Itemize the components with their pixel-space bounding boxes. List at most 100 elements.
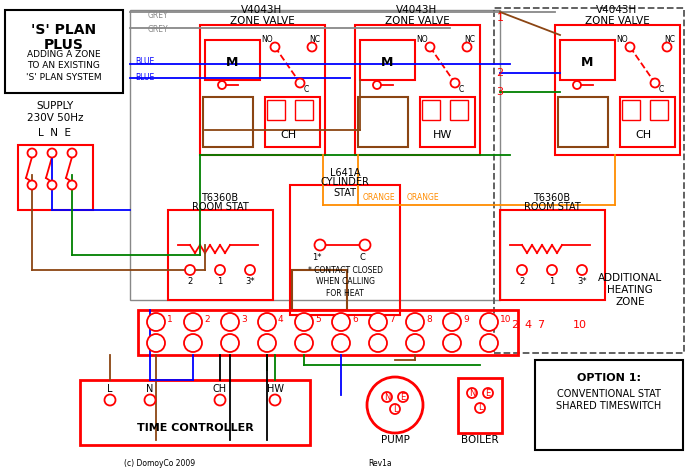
Circle shape — [462, 43, 471, 51]
Circle shape — [245, 265, 255, 275]
Bar — [168, 210, 273, 300]
Bar — [265, 97, 320, 147]
Text: C: C — [658, 86, 664, 95]
Text: * CONTACT CLOSED
WHEN CALLING
FOR HEAT: * CONTACT CLOSED WHEN CALLING FOR HEAT — [308, 266, 382, 298]
Circle shape — [451, 79, 460, 88]
Circle shape — [221, 313, 239, 331]
Circle shape — [258, 334, 276, 352]
Text: 10: 10 — [500, 315, 511, 324]
Circle shape — [406, 313, 424, 331]
Text: CYLINDER: CYLINDER — [321, 177, 369, 187]
Text: 1: 1 — [549, 278, 555, 286]
Circle shape — [443, 334, 461, 352]
Circle shape — [270, 395, 281, 405]
Text: 2: 2 — [511, 320, 519, 330]
Circle shape — [215, 395, 226, 405]
Circle shape — [573, 81, 581, 89]
Text: 'S' PLAN: 'S' PLAN — [32, 23, 97, 37]
Circle shape — [382, 392, 392, 402]
Circle shape — [270, 43, 279, 51]
Text: ZONE VALVE: ZONE VALVE — [230, 16, 295, 26]
Text: L: L — [107, 384, 112, 394]
Text: 9: 9 — [463, 315, 469, 324]
Text: 5: 5 — [315, 315, 321, 324]
Text: 3*: 3* — [578, 278, 586, 286]
Text: 7: 7 — [389, 315, 395, 324]
Circle shape — [443, 313, 461, 331]
Circle shape — [373, 81, 381, 89]
Text: N: N — [469, 388, 475, 397]
Circle shape — [547, 265, 557, 275]
Bar — [295, 100, 313, 120]
Text: BLUE: BLUE — [135, 58, 155, 66]
Text: ADDITIONAL
HEATING
ZONE: ADDITIONAL HEATING ZONE — [598, 272, 662, 307]
Text: T6360B: T6360B — [201, 193, 239, 203]
Text: 8: 8 — [426, 315, 432, 324]
Text: BOILER: BOILER — [461, 435, 499, 445]
Text: CH: CH — [213, 384, 227, 394]
Text: 3*: 3* — [245, 278, 255, 286]
Text: NO: NO — [416, 36, 428, 44]
Text: 2: 2 — [496, 68, 504, 78]
Bar — [138, 310, 518, 355]
Bar — [620, 97, 675, 147]
Text: 4: 4 — [278, 315, 284, 324]
Bar — [200, 25, 325, 155]
Text: M: M — [581, 56, 593, 68]
Bar — [500, 210, 605, 300]
Text: ORANGE: ORANGE — [363, 193, 395, 203]
Text: BLUE: BLUE — [135, 73, 155, 82]
Text: NO: NO — [262, 36, 273, 44]
Circle shape — [480, 313, 498, 331]
Text: 2: 2 — [204, 315, 210, 324]
Text: NC: NC — [310, 36, 320, 44]
Circle shape — [48, 148, 57, 158]
Text: C: C — [304, 86, 308, 95]
Circle shape — [577, 265, 587, 275]
Circle shape — [426, 43, 435, 51]
Circle shape — [390, 404, 400, 414]
Bar — [267, 100, 285, 120]
Circle shape — [369, 313, 387, 331]
Bar — [290, 185, 400, 315]
Text: ROOM STAT: ROOM STAT — [524, 202, 580, 212]
Bar — [622, 100, 640, 120]
Circle shape — [662, 43, 671, 51]
Circle shape — [28, 181, 37, 190]
Circle shape — [295, 334, 313, 352]
Circle shape — [144, 395, 155, 405]
Text: GREY: GREY — [148, 25, 168, 35]
Circle shape — [483, 388, 493, 398]
Circle shape — [295, 79, 304, 88]
Circle shape — [218, 81, 226, 89]
Circle shape — [480, 334, 498, 352]
Text: 10: 10 — [573, 320, 587, 330]
Text: 1: 1 — [497, 13, 504, 23]
Text: NC: NC — [664, 36, 676, 44]
Circle shape — [68, 148, 77, 158]
Text: (c) DomoyCo 2009: (c) DomoyCo 2009 — [124, 459, 195, 468]
Bar — [292, 270, 347, 310]
Circle shape — [359, 240, 371, 250]
Text: HW: HW — [266, 384, 284, 394]
Bar — [420, 97, 475, 147]
Text: E: E — [400, 393, 406, 402]
Circle shape — [308, 43, 317, 51]
Circle shape — [406, 334, 424, 352]
Text: PUMP: PUMP — [381, 435, 409, 445]
Circle shape — [332, 313, 350, 331]
Bar — [355, 25, 480, 155]
Text: 1*: 1* — [313, 253, 322, 262]
Circle shape — [104, 395, 115, 405]
Circle shape — [467, 388, 477, 398]
Bar — [494, 8, 684, 353]
Circle shape — [367, 377, 423, 433]
Circle shape — [517, 265, 527, 275]
Text: PLUS: PLUS — [44, 38, 84, 52]
Text: N: N — [384, 393, 390, 402]
Bar — [450, 100, 468, 120]
Text: GREY: GREY — [148, 10, 168, 20]
Text: 2: 2 — [188, 278, 193, 286]
Text: L: L — [393, 404, 397, 414]
Text: N: N — [146, 384, 154, 394]
